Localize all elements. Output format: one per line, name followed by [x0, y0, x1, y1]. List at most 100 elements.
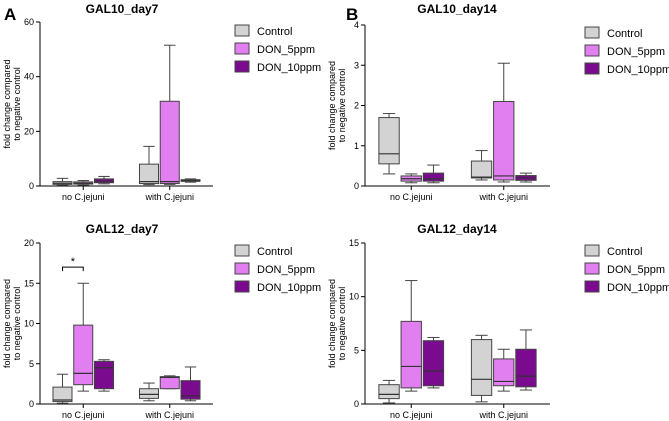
legend-swatch [234, 60, 250, 73]
box-don-5ppm-2 [493, 62, 515, 183]
y-tick-label: 20 [24, 126, 34, 136]
box-don-10ppm-1 [93, 359, 115, 392]
y-tick-label: 10 [349, 292, 359, 302]
y-tick-label: 20 [24, 238, 34, 248]
y-tick-label: 60 [24, 17, 34, 27]
y-tick-label: 2 [354, 101, 359, 111]
box-iqr [52, 386, 73, 403]
y-axis-label: fold change comparedto negative control [327, 61, 347, 150]
box-iqr [400, 320, 422, 389]
x-category-label: with C.jejuni [478, 410, 528, 420]
box-don-10ppm-2 [180, 178, 201, 183]
box-don-5ppm-1 [73, 282, 94, 392]
legend-swatch [234, 24, 250, 37]
box-don-10ppm-2 [180, 366, 201, 402]
y-axis-label-line: to negative control [12, 287, 22, 361]
legend-label: DON_5ppm [257, 44, 315, 56]
box-iqr [470, 339, 493, 396]
x-category-label: with C.jejuni [478, 192, 528, 202]
chart-panel-2: GAL10_day14 0 1 2 3 4 fold change comparedto n… [327, 2, 669, 202]
box-don-5ppm-1 [400, 173, 422, 184]
chart-title: GAL10_day7 [86, 2, 159, 16]
y-tick-label: 3 [354, 60, 359, 70]
chart-title: GAL12_day7 [86, 222, 159, 236]
box-iqr [515, 348, 537, 388]
chart-title: GAL12_day14 [417, 222, 497, 236]
box-iqr [378, 117, 400, 165]
y-tick-label: 5 [29, 359, 34, 369]
legend-label: DON_10ppm [257, 282, 321, 294]
x-category-label: no C.jejuni [62, 410, 105, 420]
legend-label: DON_10ppm [607, 64, 669, 76]
y-tick-label: 10 [24, 319, 34, 329]
box-control-1 [52, 373, 73, 404]
box-iqr [422, 340, 445, 387]
box-control-1 [378, 379, 400, 404]
y-axis-label-line: to negative control [337, 69, 347, 143]
y-tick-label: 4 [354, 20, 359, 30]
legend-swatch [584, 280, 600, 293]
y-tick-label: 5 [354, 345, 359, 355]
y-axis-label-line: fold change compared [2, 279, 12, 368]
x-category-label: with C.jejuni [144, 192, 194, 202]
box-control-2 [138, 382, 160, 402]
y-axis-label-line: to negative control [12, 67, 22, 141]
box-don-10ppm-1 [422, 336, 445, 389]
box-iqr [493, 100, 515, 181]
box-iqr [159, 376, 180, 390]
y-tick-label: 0 [354, 181, 359, 191]
legend-swatch [234, 244, 250, 257]
box-don-10ppm-1 [93, 175, 115, 185]
box-don-5ppm-2 [159, 44, 180, 185]
y-tick-label: 15 [349, 238, 359, 248]
y-axis-label-line: fold change compared [327, 279, 337, 368]
box-iqr [159, 100, 180, 185]
box-don-10ppm-1 [422, 164, 445, 184]
legend-label: Control [257, 246, 292, 258]
box-control-1 [378, 113, 400, 175]
y-tick-label: 0 [29, 399, 34, 409]
box-iqr [93, 360, 115, 390]
y-axis-label-line: fold change compared [327, 61, 337, 150]
box-don-5ppm-1 [73, 180, 94, 186]
chart-panel-4: GAL12_day14 0 5 10 15 fold change comparedto … [327, 222, 669, 420]
chart-panel-1: GAL10_day7 0 20 40 60 fold change comparedto … [2, 2, 321, 202]
box-iqr [180, 380, 201, 400]
legend-label: Control [257, 26, 292, 38]
panel-letter-b: B [346, 5, 358, 24]
y-axis-label: fold change comparedto negative control [2, 279, 22, 368]
y-axis-label-line: to negative control [337, 287, 347, 361]
y-tick-label: 40 [24, 72, 34, 82]
box-don-5ppm-1 [400, 280, 422, 392]
legend-swatch [584, 44, 600, 57]
legend-swatch [584, 62, 600, 75]
legend-swatch [234, 280, 250, 293]
significance-marker: * [71, 256, 76, 268]
legend-swatch [584, 26, 600, 39]
legend-label: DON_10ppm [607, 282, 669, 294]
box-iqr [422, 172, 445, 182]
legend-label: DON_10ppm [257, 62, 321, 74]
x-category-label: no C.jejuni [390, 410, 433, 420]
box-control-2 [138, 145, 160, 186]
box-control-1 [52, 177, 73, 186]
box-don-5ppm-2 [493, 348, 515, 392]
legend-swatch [584, 262, 600, 275]
box-don-10ppm-2 [515, 329, 537, 391]
legend-swatch [234, 42, 250, 55]
y-tick-label: 0 [354, 399, 359, 409]
significance-bracket [61, 266, 84, 272]
x-category-label: no C.jejuni [62, 192, 105, 202]
y-tick-label: 0 [29, 181, 34, 191]
box-iqr [73, 324, 94, 386]
legend-swatch [234, 262, 250, 275]
legend-label: DON_5ppm [257, 264, 315, 276]
legend-label: DON_5ppm [607, 264, 665, 276]
box-iqr [138, 388, 160, 399]
box-don-10ppm-2 [515, 172, 537, 183]
box-don-5ppm-2 [159, 375, 180, 390]
legend-label: Control [607, 246, 642, 258]
y-tick-label: 1 [354, 141, 359, 151]
y-axis-label: fold change comparedto negative control [2, 59, 22, 148]
